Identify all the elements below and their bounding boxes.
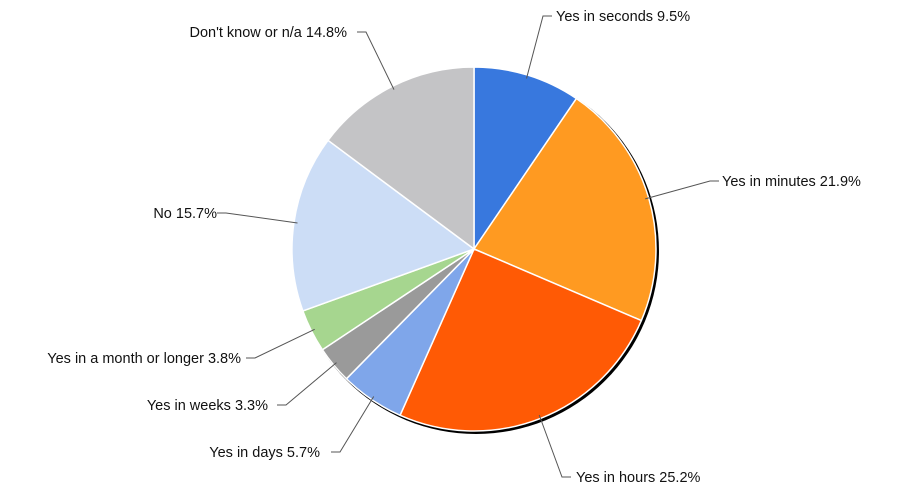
leader-line bbox=[277, 362, 337, 406]
slice-label: Yes in hours 25.2% bbox=[576, 470, 701, 486]
leader-line bbox=[526, 15, 552, 79]
leader-line bbox=[246, 328, 315, 359]
leader-line bbox=[538, 414, 571, 478]
slice-label: Yes in days 5.7% bbox=[209, 445, 320, 461]
leader-line bbox=[357, 31, 395, 90]
pie-slices bbox=[291, 66, 659, 434]
slice-label: Yes in a month or longer 3.8% bbox=[47, 351, 241, 367]
slice-labels: Yes in seconds 9.5% Yes in minutes 21.9% Y… bbox=[47, 9, 861, 486]
leader-line bbox=[645, 180, 719, 200]
leader-line bbox=[217, 212, 298, 224]
leader-line bbox=[331, 396, 375, 453]
label-leaders bbox=[217, 15, 719, 478]
slice-label: No 15.7% bbox=[153, 206, 217, 222]
slice-label: Don't know or n/a 14.8% bbox=[189, 25, 347, 41]
slice-label: Yes in seconds 9.5% bbox=[556, 9, 690, 25]
slice-label: Yes in minutes 21.9% bbox=[722, 174, 861, 190]
slice-label: Yes in weeks 3.3% bbox=[147, 398, 268, 414]
